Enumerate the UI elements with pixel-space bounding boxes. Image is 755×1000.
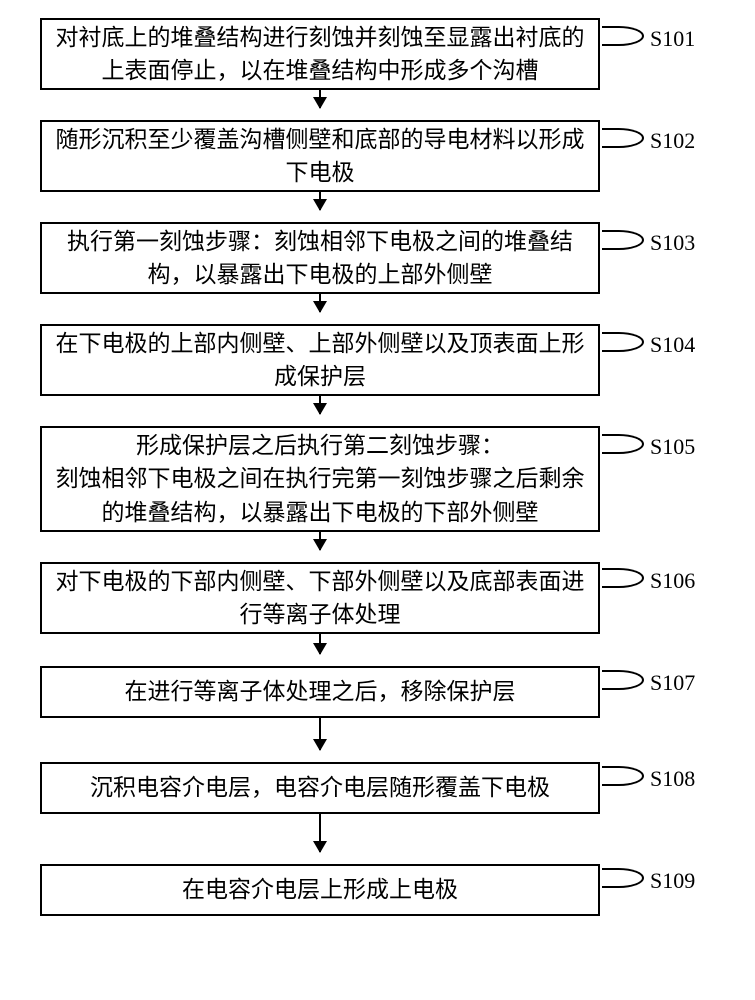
flow-step-s106: 对下电极的下部内侧壁、下部外侧壁以及底部表面进行等离子体处理 — [40, 562, 600, 634]
flow-step-s109: 在电容介电层上形成上电极 — [40, 864, 600, 916]
leader-curve — [602, 434, 644, 454]
flow-arrow — [319, 718, 321, 750]
flow-step-text: 形成保护层之后执行第二刻蚀步骤：刻蚀相邻下电极之间在执行完第一刻蚀步骤之后剩余的… — [52, 429, 588, 529]
leader-curve — [602, 26, 644, 46]
leader-curve — [602, 230, 644, 250]
flow-step-s101: 对衬底上的堆叠结构进行刻蚀并刻蚀至显露出衬底的上表面停止，以在堆叠结构中形成多个… — [40, 18, 600, 90]
flow-step-label: S103 — [650, 230, 695, 256]
flowchart-canvas: 对衬底上的堆叠结构进行刻蚀并刻蚀至显露出衬底的上表面停止，以在堆叠结构中形成多个… — [0, 0, 755, 1000]
flow-step-s108: 沉积电容介电层，电容介电层随形覆盖下电极 — [40, 762, 600, 814]
flow-step-text: 对衬底上的堆叠结构进行刻蚀并刻蚀至显露出衬底的上表面停止，以在堆叠结构中形成多个… — [52, 21, 588, 88]
flow-step-s107: 在进行等离子体处理之后，移除保护层 — [40, 666, 600, 718]
flow-step-label: S105 — [650, 434, 695, 460]
leader-curve — [602, 568, 644, 588]
flow-arrow — [319, 294, 321, 312]
flow-step-label: S104 — [650, 332, 695, 358]
flow-arrow — [319, 814, 321, 852]
leader-curve — [602, 128, 644, 148]
flow-step-label: S101 — [650, 26, 695, 52]
flow-step-s103: 执行第一刻蚀步骤：刻蚀相邻下电极之间的堆叠结构，以暴露出下电极的上部外侧壁 — [40, 222, 600, 294]
flow-step-s102: 随形沉积至少覆盖沟槽侧壁和底部的导电材料以形成下电极 — [40, 120, 600, 192]
leader-curve — [602, 332, 644, 352]
flow-step-text: 在下电极的上部内侧壁、上部外侧壁以及顶表面上形成保护层 — [52, 327, 588, 394]
flow-arrow — [319, 396, 321, 414]
flow-step-label: S109 — [650, 868, 695, 894]
flow-arrow — [319, 634, 321, 654]
flow-arrow — [319, 192, 321, 210]
leader-curve — [602, 868, 644, 888]
flow-step-text: 执行第一刻蚀步骤：刻蚀相邻下电极之间的堆叠结构，以暴露出下电极的上部外侧壁 — [52, 225, 588, 292]
flow-step-label: S106 — [650, 568, 695, 594]
flow-step-text: 随形沉积至少覆盖沟槽侧壁和底部的导电材料以形成下电极 — [52, 123, 588, 190]
flow-arrow — [319, 90, 321, 108]
flow-step-text: 沉积电容介电层，电容介电层随形覆盖下电极 — [90, 771, 550, 804]
flow-step-text: 在电容介电层上形成上电极 — [182, 873, 458, 906]
flow-step-s104: 在下电极的上部内侧壁、上部外侧壁以及顶表面上形成保护层 — [40, 324, 600, 396]
leader-curve — [602, 766, 644, 786]
flow-step-label: S107 — [650, 670, 695, 696]
flow-step-s105: 形成保护层之后执行第二刻蚀步骤：刻蚀相邻下电极之间在执行完第一刻蚀步骤之后剩余的… — [40, 426, 600, 532]
flow-step-label: S102 — [650, 128, 695, 154]
flow-arrow — [319, 532, 321, 550]
flow-step-label: S108 — [650, 766, 695, 792]
leader-curve — [602, 670, 644, 690]
flow-step-text: 对下电极的下部内侧壁、下部外侧壁以及底部表面进行等离子体处理 — [52, 565, 588, 632]
flow-step-text: 在进行等离子体处理之后，移除保护层 — [125, 675, 516, 708]
